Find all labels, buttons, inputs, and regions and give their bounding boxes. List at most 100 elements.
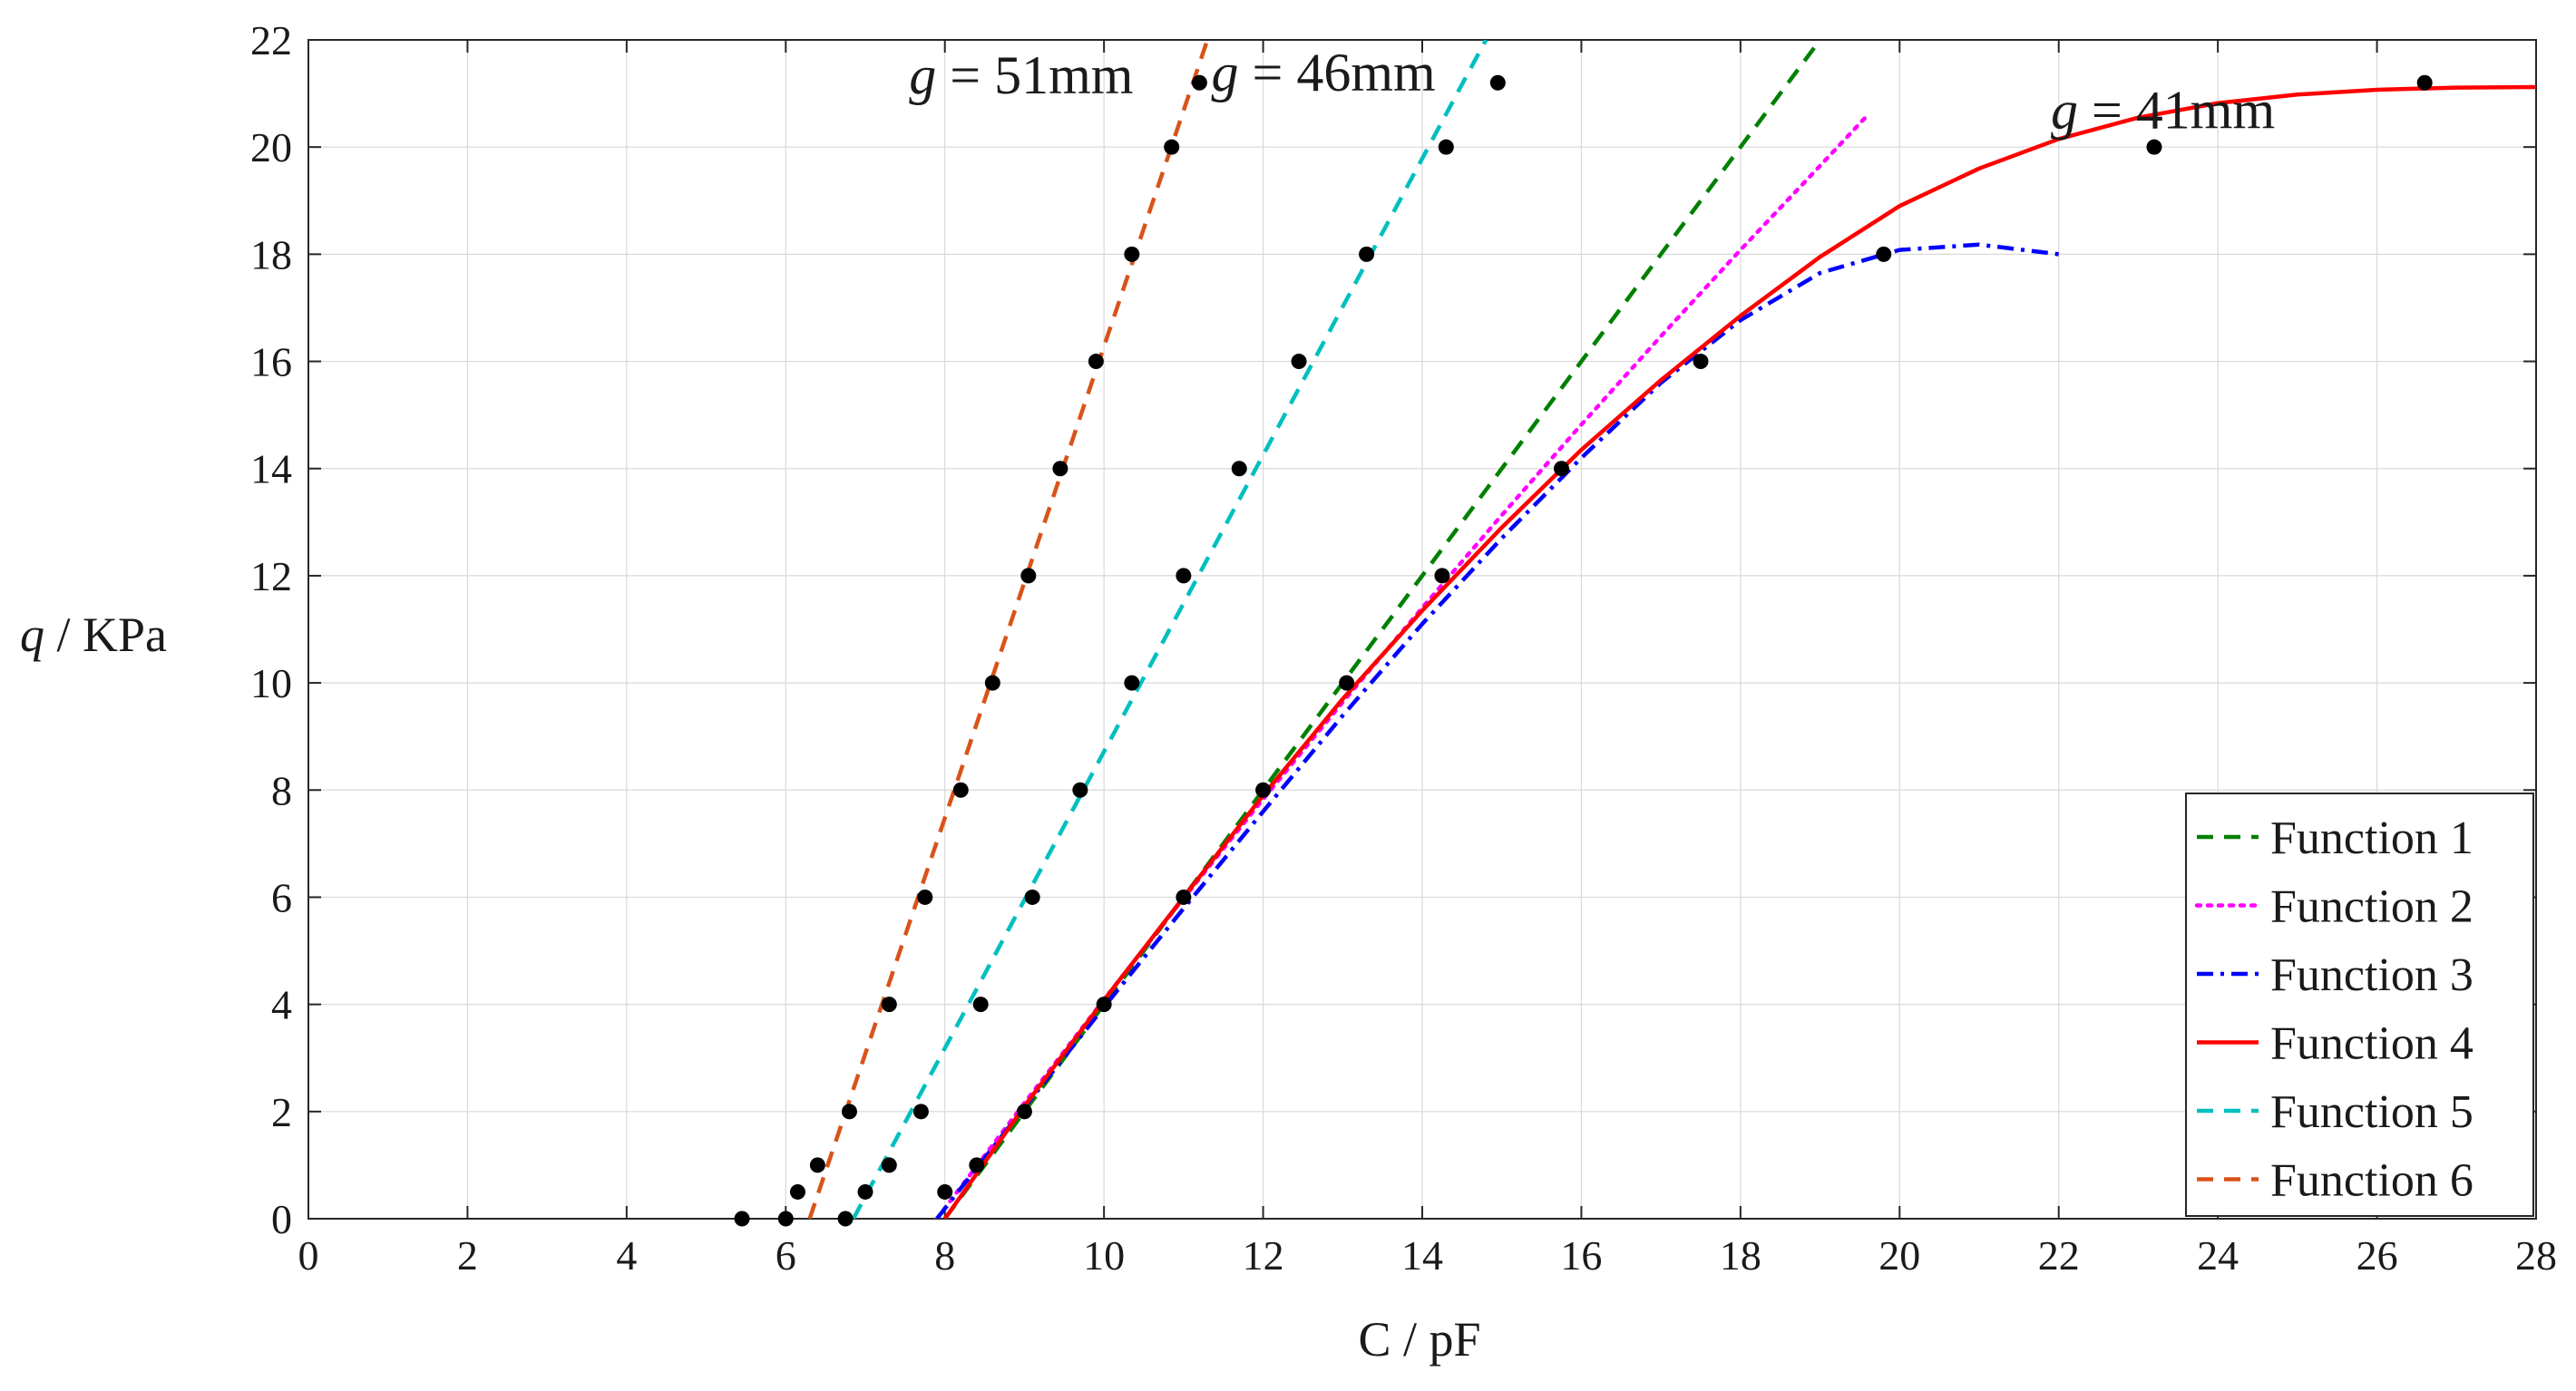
series-line-function-5 (851, 40, 1488, 1219)
data-point-group-1 (984, 675, 1000, 691)
y-tick-label: 14 (250, 446, 292, 492)
data-point-group-3 (1554, 461, 1569, 477)
data-point-group-2 (837, 1211, 854, 1227)
y-tick-label: 8 (271, 767, 292, 813)
data-point-group-2 (912, 1104, 929, 1120)
data-point-group-1 (1088, 354, 1104, 370)
y-tick-label: 20 (250, 124, 292, 170)
data-point-group-2 (1231, 461, 1247, 477)
x-tick-label: 6 (776, 1232, 796, 1279)
y-tick-label: 4 (271, 982, 292, 1028)
x-tick-label: 4 (616, 1232, 637, 1279)
x-tick-label: 24 (2197, 1232, 2239, 1279)
data-point-group-2 (1124, 675, 1140, 691)
x-tick-label: 18 (1720, 1232, 1761, 1279)
data-point-group-1 (809, 1157, 825, 1173)
data-point-group-1 (881, 997, 897, 1013)
legend-label-function-2: Function 2 (2270, 881, 2474, 933)
data-point-group-1 (734, 1211, 750, 1227)
x-tick-label: 22 (2038, 1232, 2080, 1279)
gap-annotation-2: g = 46mm (1212, 43, 1436, 102)
data-point-group-1 (841, 1104, 857, 1120)
legend-label-function-3: Function 3 (2270, 949, 2474, 1001)
gap-annotation-text: = 46mm (1253, 43, 1436, 102)
x-tick-label: 20 (1878, 1232, 1920, 1279)
y-axis-unit: KPa (83, 608, 167, 662)
data-point-group-2 (1489, 74, 1506, 91)
series-line-function-6 (807, 40, 1210, 1219)
gap-annotation-var: g (2051, 81, 2092, 141)
data-point-group-1 (789, 1183, 805, 1200)
gridlines (308, 40, 2536, 1219)
legend-label-function-5: Function 5 (2270, 1086, 2474, 1138)
y-tick-label: 22 (250, 17, 292, 63)
data-point-group-3 (1255, 782, 1272, 798)
gap-annotation-var: g (909, 45, 950, 105)
series-line-function-4 (942, 84, 2536, 1219)
data-point-group-2 (1072, 782, 1088, 798)
data-point-group-1 (952, 782, 969, 798)
y-tick-label: 0 (271, 1196, 292, 1242)
data-point-group-3 (2416, 74, 2433, 91)
data-point-group-2 (881, 1157, 897, 1173)
y-tick-label: 12 (250, 553, 292, 599)
data-point-group-2 (1438, 139, 1454, 155)
data-point-group-3 (1339, 675, 1355, 691)
legend-label-function-6: Function 6 (2270, 1155, 2474, 1207)
gap-annotation-3: g = 41mm (2051, 81, 2275, 141)
y-tick-label: 10 (250, 660, 292, 706)
series-line-function-1 (942, 40, 1822, 1219)
data-point-group-1 (1124, 246, 1140, 262)
y-axis-sep: / (44, 608, 83, 662)
data-point-group-2 (1359, 246, 1375, 262)
data-point-group-3 (969, 1157, 985, 1173)
data-point-group-3 (937, 1183, 953, 1200)
y-tick-label: 16 (250, 339, 292, 385)
legend-box (2185, 793, 2534, 1217)
data-point-group-3 (1876, 246, 1892, 262)
data-point-group-3 (1016, 1104, 1032, 1120)
gap-annotation-text: = 51mm (950, 45, 1133, 105)
data-point-group-2 (1024, 889, 1040, 905)
data-point-group-3 (2146, 139, 2162, 155)
x-tick-label: 14 (1401, 1232, 1443, 1279)
x-tick-label: 8 (934, 1232, 955, 1279)
x-tick-label: 12 (1243, 1232, 1284, 1279)
y-tick-label: 18 (250, 231, 292, 277)
y-tick-label: 2 (271, 1089, 292, 1135)
x-tick-label: 28 (2515, 1232, 2557, 1279)
legend: Function 1 Function 2 Function 3 Function 4… (2185, 793, 2534, 1217)
legend-label-function-4: Function 4 (2270, 1018, 2474, 1070)
data-point-group-1 (777, 1211, 794, 1227)
data-point-group-1 (1052, 461, 1068, 477)
data-point-group-1 (1191, 74, 1207, 91)
data-point-group-1 (917, 889, 933, 905)
x-tick-label: 10 (1083, 1232, 1125, 1279)
series-line-function-3 (935, 242, 2059, 1219)
data-point-group-2 (1176, 568, 1192, 584)
gap-annotation-1: g = 51mm (909, 45, 1133, 105)
x-tick-label: 0 (298, 1232, 319, 1279)
y-axis-title: q / KPa (20, 608, 167, 662)
data-point-group-3 (1176, 889, 1192, 905)
axis-ticks: 0 2 4 6 8 10 12 14 16 18 20 22 24 26 28024681012141618… (250, 17, 2557, 1279)
y-tick-label: 6 (271, 874, 292, 920)
gap-annotation-text: = 41mm (2092, 81, 2275, 141)
data-point-group-2 (972, 997, 989, 1013)
x-tick-label: 16 (1560, 1232, 1602, 1279)
data-point-group-2 (1291, 354, 1307, 370)
gap-annotation-var: g (1212, 43, 1253, 102)
data-point-group-3 (1434, 568, 1450, 584)
x-tick-label: 2 (457, 1232, 478, 1279)
data-point-group-3 (1693, 354, 1709, 370)
data-point-group-2 (857, 1183, 873, 1200)
x-tick-label: 26 (2356, 1232, 2398, 1279)
data-point-group-1 (1020, 568, 1037, 584)
y-axis-var: q (20, 608, 44, 662)
series-line-function-2 (934, 112, 1870, 1219)
legend-label-function-1: Function 1 (2270, 812, 2474, 864)
data-points (734, 74, 2433, 1227)
